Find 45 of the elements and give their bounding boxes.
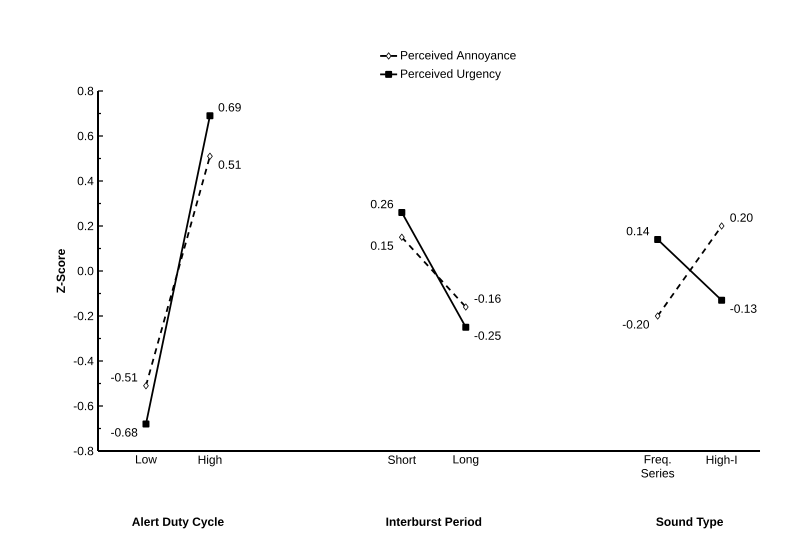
y-tick-label: 0.8 — [78, 86, 94, 96]
data-label: 0.69 — [218, 103, 241, 112]
point — [462, 324, 470, 331]
point — [142, 420, 150, 428]
legend-label: Perceived Urgency — [401, 69, 501, 80]
point — [718, 222, 724, 230]
data-label: -0.25 — [474, 331, 501, 340]
x-tick-label: Long — [453, 455, 478, 466]
data-label: 0.26 — [370, 200, 394, 208]
data-label: 0.15 — [370, 241, 394, 250]
data-label: -0.51 — [111, 373, 138, 382]
y-tick-label: 0.4 — [78, 176, 94, 186]
x-tick-label: Short — [388, 455, 416, 464]
y-tick-label: -0.6 — [74, 402, 94, 410]
text: Interburst Period — [386, 517, 482, 526]
x-tick-label: High-I — [706, 455, 736, 466]
point — [206, 112, 214, 120]
point — [399, 234, 405, 241]
y-tick-label: 0.0 — [78, 266, 94, 276]
legend-label: Perceived Annoyance — [401, 50, 516, 62]
x-tick-label: Freq. Series — [641, 455, 674, 478]
y-tick-label: 0.6 — [78, 132, 94, 140]
point — [718, 296, 726, 304]
text: Sound Type — [656, 517, 724, 528]
data-label: -0.68 — [111, 428, 138, 437]
data-label: 0.14 — [626, 226, 650, 236]
y-tick-label: 0.2 — [78, 222, 94, 230]
text: Alert Duty Cycle — [132, 517, 224, 528]
y-tick-label: -0.4 — [74, 356, 94, 366]
point — [398, 209, 406, 216]
data-label: -0.16 — [474, 294, 501, 303]
data-label: 0.20 — [730, 213, 753, 222]
data-label: -0.20 — [622, 320, 650, 329]
data-label: -0.13 — [730, 304, 757, 313]
x-tick-label: High — [198, 455, 222, 466]
point — [207, 152, 213, 160]
y-tick-label: -0.8 — [74, 446, 94, 456]
x-tick-label: Low — [136, 455, 157, 464]
data-label: 0.51 — [218, 160, 241, 169]
point — [143, 382, 149, 390]
point — [654, 312, 660, 320]
point — [654, 236, 662, 243]
y-axis-title: Z-Score — [56, 249, 66, 293]
point — [462, 303, 469, 311]
y-tick-label: -0.2 — [74, 312, 94, 320]
